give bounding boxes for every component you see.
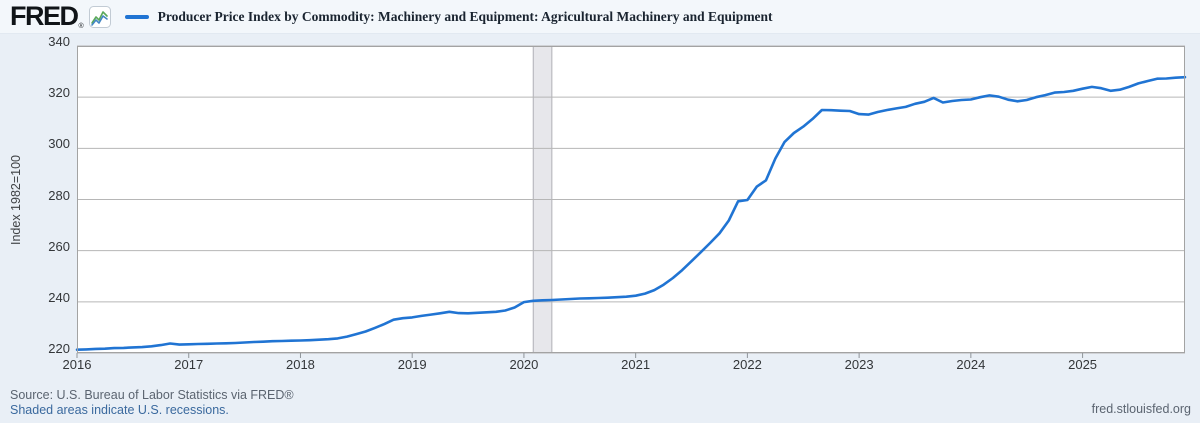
ppi-line-chart — [75, 45, 1187, 358]
y-tick-label: 260 — [48, 238, 70, 254]
source-text: Source: U.S. Bureau of Labor Statistics … — [10, 388, 294, 402]
y-tick-label: 220 — [48, 341, 70, 356]
site-url: fred.stlouisfed.org — [1091, 402, 1191, 416]
y-tick-label: 240 — [48, 289, 70, 305]
x-tick-label: 2017 — [174, 357, 204, 372]
plot-area — [75, 45, 1187, 358]
x-tick-label: 2022 — [732, 357, 762, 372]
x-tick-label: 2021 — [621, 357, 651, 372]
x-tick-label: 2019 — [397, 357, 427, 372]
series-line — [75, 75, 1187, 351]
fred-logo-registered-mark: ® — [78, 23, 84, 30]
recession-note-link[interactable]: Shaded areas indicate U.S. recessions. — [10, 403, 229, 417]
y-tick-label: 340 — [48, 34, 70, 49]
series-legend-swatch — [124, 14, 149, 19]
fred-logo[interactable]: FRED — [10, 1, 79, 31]
x-tick-label: 2020 — [509, 357, 539, 372]
x-tick-label: 2025 — [1068, 357, 1098, 372]
y-tick-label: 280 — [48, 187, 70, 203]
chart-header: FRED ® Producer Price Index by Commodity… — [0, 0, 1200, 34]
chart-title: Producer Price Index by Commodity: Machi… — [157, 8, 773, 24]
x-tick-label: 2016 — [62, 357, 92, 372]
y-tick-label: 300 — [48, 136, 70, 152]
x-tick-label: 2018 — [285, 357, 315, 372]
x-tick-label: 2024 — [956, 357, 986, 372]
x-tick-label: 2023 — [844, 357, 874, 372]
y-tick-label: 320 — [48, 85, 70, 101]
fred-logo-chart-icon — [88, 5, 111, 28]
